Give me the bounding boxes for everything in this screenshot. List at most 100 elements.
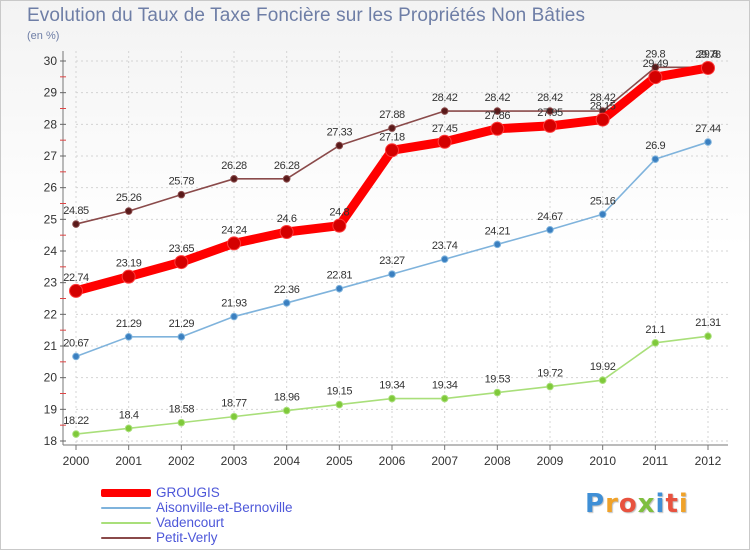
data-label: 24.8 xyxy=(329,207,349,219)
data-label: 28.42 xyxy=(485,92,511,104)
legend-swatch xyxy=(101,506,151,509)
data-point xyxy=(388,394,396,403)
legend-item: GROUGIS xyxy=(101,485,293,500)
data-label: 20.67 xyxy=(63,337,89,349)
x-tick-label: 2002 xyxy=(168,454,195,468)
data-label: 23.27 xyxy=(379,255,405,267)
x-tick-label: 2007 xyxy=(431,454,458,468)
data-point xyxy=(385,143,399,158)
data-label: 29.8 xyxy=(698,48,718,60)
data-label: 25.16 xyxy=(590,195,616,207)
data-label: 26.28 xyxy=(221,160,247,172)
y-tick-label: 24 xyxy=(44,244,58,258)
grid-layer xyxy=(75,51,728,447)
data-label: 24.6 xyxy=(277,213,297,225)
data-label: 28.42 xyxy=(537,92,563,104)
data-label: 25.78 xyxy=(169,176,195,188)
data-label: 18.58 xyxy=(169,404,195,416)
data-point xyxy=(282,406,291,415)
legend-item: Vadencourt xyxy=(101,515,293,530)
data-point xyxy=(598,376,607,385)
data-label: 29.49 xyxy=(643,58,669,70)
data-label: 22.36 xyxy=(274,284,300,296)
y-tick-label: 18 xyxy=(44,434,58,448)
data-label: 18.77 xyxy=(221,398,247,410)
chart-unit-label: (en %) xyxy=(27,30,60,42)
data-point xyxy=(440,394,449,403)
chart-title: Evolution du Taux de Taxe Foncière sur l… xyxy=(27,5,586,26)
legend-label: GROUGIS xyxy=(156,485,220,500)
x-tick-label: 2005 xyxy=(326,454,353,468)
data-point xyxy=(121,269,136,284)
data-label: 28.15 xyxy=(590,101,616,113)
data-point xyxy=(177,333,186,341)
data-point xyxy=(651,155,660,163)
data-point xyxy=(546,382,554,391)
data-label: 18.22 xyxy=(63,415,89,427)
data-label: 21.31 xyxy=(695,317,721,329)
data-label: 21.29 xyxy=(169,318,195,330)
data-point xyxy=(595,112,610,127)
legend-label: Vadencourt xyxy=(156,515,225,530)
data-label: 29.8 xyxy=(645,48,665,60)
data-point xyxy=(332,218,347,233)
legend-item: Aisonville-et-Bernoville xyxy=(101,500,293,515)
data-label: 19.92 xyxy=(590,361,616,373)
data-label: 22.81 xyxy=(327,270,353,282)
data-point xyxy=(335,141,344,150)
y-tick-label: 25 xyxy=(44,212,58,226)
data-label: 27.88 xyxy=(379,109,405,121)
legend-swatch xyxy=(101,488,151,497)
data-point xyxy=(72,430,80,438)
x-tick-label: 2009 xyxy=(537,454,564,468)
data-point xyxy=(440,255,449,264)
data-point xyxy=(493,240,502,249)
data-point xyxy=(651,339,660,347)
data-label: 27.86 xyxy=(485,110,511,122)
data-point xyxy=(701,60,715,75)
y-tick-label: 26 xyxy=(44,181,58,195)
data-point xyxy=(177,418,186,427)
data-point xyxy=(174,255,189,270)
data-label: 19.34 xyxy=(379,380,405,392)
data-point xyxy=(282,299,291,307)
x-tick-label: 2008 xyxy=(484,454,511,468)
data-label: 28.42 xyxy=(590,92,616,104)
data-point xyxy=(543,118,557,133)
data-label-layer: 22.74 23.19 23.65 24.24 24.6 24.8 27.18 27.45 27… xyxy=(63,48,721,427)
data-label: 21.29 xyxy=(116,318,142,330)
data-label: 23.19 xyxy=(116,258,142,270)
data-point xyxy=(72,220,80,228)
proxiti-logo: Proxiti xyxy=(585,489,689,519)
data-label: 29.78 xyxy=(695,49,721,61)
data-label: 18.4 xyxy=(119,409,139,421)
y-tick-label: 23 xyxy=(44,276,58,290)
legend-swatch xyxy=(101,521,151,524)
data-point xyxy=(335,284,344,293)
data-point xyxy=(388,124,396,132)
legend: GROUGIS Aisonville-et-Bernoville Vadencour… xyxy=(101,485,293,545)
data-label: 19.15 xyxy=(327,386,353,398)
data-point xyxy=(69,283,83,298)
y-tick-label: 27 xyxy=(44,149,58,163)
data-label: 18.96 xyxy=(274,392,300,404)
data-point xyxy=(230,175,238,183)
y-tick-label: 30 xyxy=(44,54,58,68)
data-point xyxy=(177,190,186,199)
y-tick-label: 28 xyxy=(44,117,58,131)
data-label: 26.9 xyxy=(645,140,665,152)
data-point xyxy=(72,352,80,361)
data-point xyxy=(282,175,291,183)
data-point xyxy=(648,70,663,85)
data-point xyxy=(124,333,133,341)
data-label: 21.93 xyxy=(221,298,247,310)
y-tick-label: 20 xyxy=(44,371,58,385)
data-label: 25.26 xyxy=(116,192,142,204)
data-label: 19.34 xyxy=(432,380,458,392)
data-point xyxy=(230,412,238,421)
logo-letter: t xyxy=(665,489,679,519)
data-point xyxy=(704,332,712,340)
logo-letter: i xyxy=(655,489,666,519)
